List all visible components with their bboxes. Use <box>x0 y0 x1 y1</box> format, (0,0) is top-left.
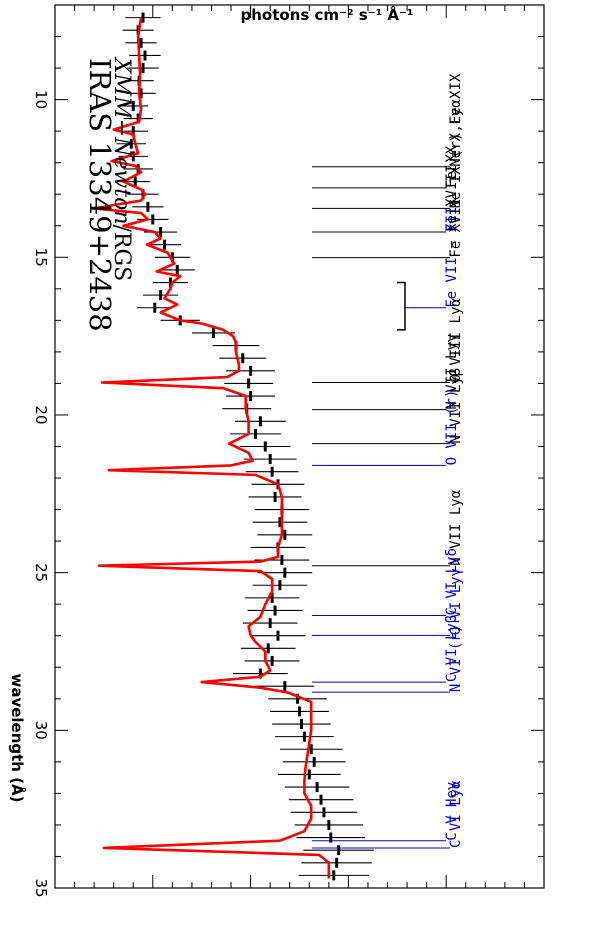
annotation-label: Fe XVII <box>448 199 464 258</box>
annotation-label: N VII Lyγ <box>444 334 460 410</box>
annotation-label: Fe VII − XII <box>444 207 460 308</box>
x-tick-label: 20 <box>32 405 50 424</box>
x-tick-label: 10 <box>32 90 50 109</box>
annotation-label: C V Heγ <box>444 782 460 841</box>
annotation-label: N VII Lyβ <box>448 368 464 444</box>
x-axis-label: wavelength (Å) <box>8 673 27 802</box>
chart-title: IRAS 13349+2438 <box>83 58 117 332</box>
model-line <box>92 17 331 879</box>
annotation-label: N VI (r) <box>448 625 464 692</box>
chart-subtitle: XMM−Newton/RGS <box>109 56 134 281</box>
annotation-label: Ne X Lyα <box>448 99 464 167</box>
axes: 10 15 20 25 30 35 0 2×10⁻⁴ 4×10⁻⁴ <box>32 0 545 898</box>
annotation-label: O VIII Lyα <box>448 298 464 383</box>
annotation-label: Fe XVIII <box>444 165 460 232</box>
x-tick-label: 25 <box>32 563 50 582</box>
annotation-label: Ne IX (r),Fe XIX <box>448 73 464 208</box>
y-tick-label: 4×10⁻⁴ <box>420 0 472 3</box>
x-tick-label: 35 <box>32 878 50 897</box>
x-tick-label: 30 <box>32 721 50 740</box>
y-tick-label: 2×10⁻⁴ <box>225 0 277 3</box>
annotation-label: O VII (r) <box>444 390 460 466</box>
annotation-label: C VI Lyγ <box>448 568 464 635</box>
annotation-label: N VII Lyα <box>448 489 464 565</box>
annotation-label: Fe XX <box>444 145 460 188</box>
x-tick-label: 15 <box>32 248 50 267</box>
annotation-label: C VI Lyδ <box>444 548 460 615</box>
data-marks <box>92 12 374 881</box>
annotation-label: C VI Lyα <box>448 780 464 848</box>
annotation-bracket <box>397 281 406 331</box>
y-axis-label: photons cm⁻² s⁻¹ Å⁻¹ <box>241 5 414 24</box>
y-tick-label: 0 <box>51 0 60 3</box>
annotation-label: C VI Lyβ <box>444 615 460 682</box>
